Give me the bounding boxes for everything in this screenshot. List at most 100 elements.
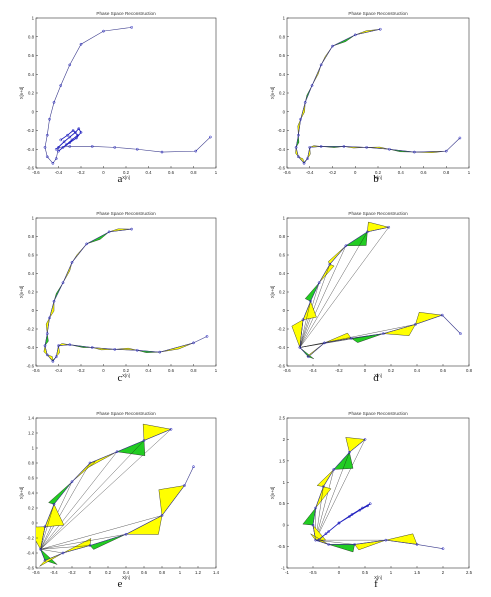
y-tick-label: 0.6 <box>28 476 35 481</box>
data-point <box>51 360 55 363</box>
y-tick-label: -0.2 <box>27 536 35 541</box>
trajectory-line <box>44 27 211 164</box>
x-tick-label: 1 <box>468 170 471 175</box>
data-point <box>59 138 63 142</box>
x-tick-label: 0.8 <box>191 170 198 175</box>
panel-title: Phase Space Reconstruction <box>96 411 156 416</box>
panel-title: Phase Space Reconstruction <box>96 211 156 216</box>
panel-f: Phase Space Reconstruction -1 -0.5 0 0.5 1 1.5… <box>270 411 473 590</box>
data-point <box>413 150 416 154</box>
trajectory-line <box>317 503 371 541</box>
data-point <box>48 117 51 121</box>
data-point <box>90 346 94 349</box>
data-point <box>61 281 65 285</box>
data-point <box>66 133 69 137</box>
x-tick-label: -0.6 <box>32 570 40 575</box>
data-point <box>61 551 65 555</box>
axes-frame <box>35 417 217 569</box>
y-tick-label: 1 <box>283 16 286 21</box>
x-tick-label: 0.6 <box>141 570 148 575</box>
data-point <box>135 348 139 352</box>
data-point <box>74 131 77 134</box>
data-point <box>68 135 72 139</box>
data-point <box>382 332 385 335</box>
data-point <box>387 225 391 229</box>
data-point <box>350 513 354 516</box>
data-point <box>54 355 58 359</box>
y-tick-label: 0 <box>32 521 35 526</box>
x-tick-label: 0.6 <box>421 170 428 175</box>
x-tick-label: 1.4 <box>213 570 220 575</box>
y-tick-label: 0.6 <box>279 53 286 58</box>
data-point <box>77 127 81 130</box>
panel-letter: f <box>374 578 378 590</box>
y-tick-label: -0.6 <box>27 364 35 369</box>
data-point <box>368 502 372 506</box>
data-point <box>68 141 72 145</box>
data-point <box>440 313 444 317</box>
data-point <box>61 146 65 149</box>
y-axis-label: X[n+d] <box>270 286 275 299</box>
data-point <box>308 146 312 149</box>
data-point <box>43 525 47 529</box>
y-tick-label: -0.6 <box>27 566 35 571</box>
data-point <box>135 147 139 151</box>
x-tick-label: 0.5 <box>362 570 369 575</box>
data-point <box>88 544 92 547</box>
data-point <box>388 147 391 151</box>
data-point <box>102 29 105 33</box>
reconstruction-edge <box>299 227 389 348</box>
data-point <box>51 161 55 165</box>
data-point <box>344 244 348 248</box>
data-point <box>70 261 74 264</box>
data-point <box>294 146 298 149</box>
reconstruction-edge <box>299 245 347 348</box>
data-point <box>209 135 212 139</box>
y-tick-label: 0.2 <box>279 91 286 96</box>
x-tick-label: -0.6 <box>283 368 291 373</box>
data-point <box>314 538 317 542</box>
panel-title: Phase Space Reconstruction <box>348 11 408 16</box>
plot-area <box>291 221 462 359</box>
x-axis-label: X[n] <box>374 373 382 378</box>
y-tick-label: 0.8 <box>28 234 35 239</box>
x-tick-label: 1 <box>215 368 218 373</box>
y-tick-label: 2.5 <box>279 416 286 421</box>
plot-area <box>43 227 209 363</box>
data-point <box>52 299 56 303</box>
data-point <box>71 129 75 132</box>
data-point <box>88 461 92 465</box>
x-tick-label: 0.2 <box>123 170 130 175</box>
y-tick-label: 0.4 <box>28 491 35 496</box>
data-point <box>57 344 60 347</box>
data-point <box>327 530 330 533</box>
data-point <box>361 506 364 510</box>
y-tick-label: 1 <box>32 16 35 21</box>
data-point <box>43 146 47 149</box>
x-tick-label: 0.8 <box>191 368 198 373</box>
panel-letter: c <box>118 372 123 384</box>
data-point <box>158 350 162 354</box>
data-point <box>160 150 164 154</box>
plot-area <box>294 27 462 165</box>
x-tick-label: 0 <box>102 368 105 373</box>
plot-area <box>43 26 212 165</box>
reconstruction-edge <box>299 333 384 348</box>
x-tick-label: 0.4 <box>398 170 405 175</box>
y-tick-label: 0.6 <box>279 253 286 258</box>
panel-letter: d <box>373 372 379 384</box>
y-tick-label: -0.5 <box>278 544 286 549</box>
axes-frame <box>286 217 470 367</box>
data-point <box>319 145 323 148</box>
data-point <box>348 515 351 518</box>
axes-frame <box>286 17 470 169</box>
reconstruction-edge <box>40 549 64 554</box>
data-point <box>301 318 305 322</box>
trajectory-line <box>312 439 444 550</box>
panel-title: Phase Space Reconstruction <box>348 211 408 216</box>
x-tick-label: 1 <box>215 170 218 175</box>
data-point <box>65 143 68 146</box>
data-point <box>52 502 56 506</box>
data-point <box>62 140 66 144</box>
